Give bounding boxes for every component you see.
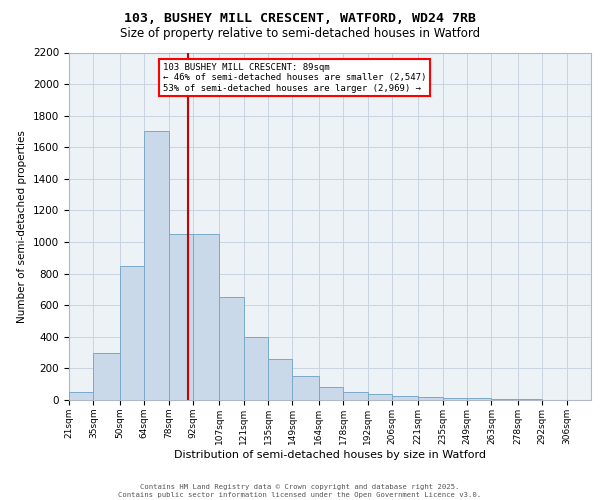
Bar [467,398,491,400]
Bar [418,397,443,400]
Text: 103, BUSHEY MILL CRESCENT, WATFORD, WD24 7RB: 103, BUSHEY MILL CRESCENT, WATFORD, WD24… [124,12,476,26]
Bar [319,388,343,400]
Bar [169,234,193,400]
Bar [292,376,319,400]
Bar [193,234,219,400]
Bar [69,392,94,400]
Bar [119,266,144,400]
Text: Size of property relative to semi-detached houses in Watford: Size of property relative to semi-detach… [120,28,480,40]
Bar [343,392,368,400]
Bar [518,399,542,400]
X-axis label: Distribution of semi-detached houses by size in Watford: Distribution of semi-detached houses by … [174,450,486,460]
Text: 103 BUSHEY MILL CRESCENT: 89sqm
← 46% of semi-detached houses are smaller (2,547: 103 BUSHEY MILL CRESCENT: 89sqm ← 46% of… [163,63,427,92]
Bar [244,337,268,400]
Bar [268,359,292,400]
Bar [144,132,169,400]
Text: Contains HM Land Registry data © Crown copyright and database right 2025.
Contai: Contains HM Land Registry data © Crown c… [118,484,482,498]
Bar [219,298,244,400]
Bar [491,399,518,400]
Bar [443,398,467,400]
Bar [368,394,392,400]
Bar [94,352,119,400]
Bar [392,396,418,400]
Y-axis label: Number of semi-detached properties: Number of semi-detached properties [17,130,28,322]
